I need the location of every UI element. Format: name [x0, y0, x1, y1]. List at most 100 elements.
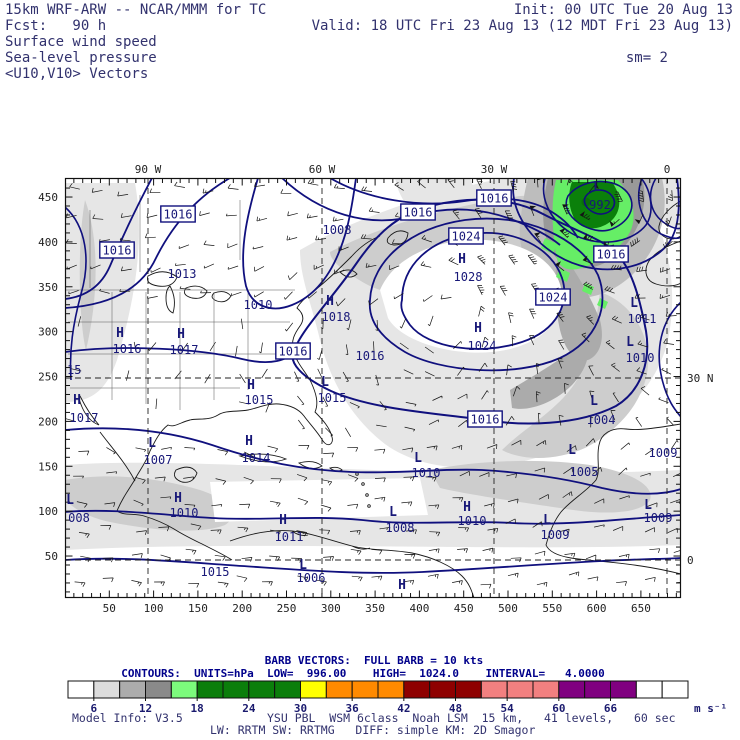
wind-barb [536, 581, 548, 587]
wind-barb [375, 374, 379, 386]
wind-barb [258, 342, 263, 354]
wind-barb [394, 182, 404, 191]
wind-barb [557, 358, 564, 369]
wind-barb [348, 474, 359, 482]
wind-barb [457, 393, 468, 400]
wind-barb [298, 444, 310, 450]
wind-barb [106, 447, 116, 455]
wind-barb [428, 548, 440, 554]
pressure-value-label: 1024 [468, 339, 497, 353]
colorbar-cell [429, 680, 456, 699]
wind-barb [261, 581, 273, 586]
wind-barb [672, 472, 681, 478]
wind-speed-shading [65, 178, 681, 550]
pressure-value-label: 1010 [458, 514, 487, 528]
wind-barb [287, 272, 298, 280]
pressure-value-label: 1009 [644, 511, 673, 525]
wind-barb [538, 494, 549, 500]
wind-barb [307, 179, 319, 186]
wind-barb [512, 386, 521, 397]
wind-barb [638, 190, 644, 203]
wind-barb [558, 414, 564, 426]
wind-barb [609, 219, 620, 227]
wind-barb [202, 188, 214, 194]
wind-barb [100, 525, 112, 530]
x-axis-tick-label: 100 [144, 602, 164, 615]
wind-barb [211, 504, 223, 507]
y-axis-tick-label: 100 [38, 505, 58, 518]
wind-barb [261, 368, 268, 379]
x-axis-tick-label: 650 [631, 602, 651, 615]
wind-barb [65, 238, 77, 244]
map-panel: H1016H1017H1018101010081013H1015L1015101… [38, 163, 713, 615]
low-center-marker: L [543, 513, 551, 528]
colorbar-tick-label: 66 [604, 702, 618, 715]
colorbar-cell [67, 680, 95, 699]
wind-barb [217, 449, 229, 456]
physics-config: YSU PBL WSM 6class Noah LSM 15 km, 41 le… [267, 711, 676, 725]
wind-barb [371, 341, 375, 353]
wind-barb [459, 470, 470, 477]
wind-barb [190, 523, 202, 531]
y-axis-tick-label: 200 [38, 415, 58, 428]
wind-barb [270, 529, 281, 536]
pressure-value-label: 1010 [244, 298, 273, 312]
wind-barb [227, 184, 239, 190]
contour-label-box [448, 227, 484, 245]
wind-barb [321, 479, 333, 486]
y-axis-tick-label: 350 [38, 281, 58, 294]
low-center-marker: L [321, 375, 329, 390]
pressure-value-label: 1015 [318, 391, 347, 405]
wind-barb [135, 476, 146, 484]
wind-barb [102, 577, 114, 583]
wind-barb [484, 502, 495, 508]
wind-barb [323, 452, 335, 458]
y-axis-tick-label: 450 [38, 191, 58, 204]
field-2-label: Sea-level pressure [5, 50, 157, 66]
wind-barb [217, 581, 229, 588]
wind-barb [403, 579, 415, 585]
colorbar-cell [119, 680, 146, 699]
wind-barb [403, 476, 415, 482]
wind-barb [267, 445, 279, 453]
boxed-contour-label: 1016 [480, 192, 509, 206]
wind-barb [529, 205, 537, 217]
wind-barb [612, 526, 624, 531]
wind-barb [457, 548, 468, 553]
model-title: 15km WRF-ARW -- NCAR/MMM for TC [5, 2, 266, 18]
wind-barb [350, 548, 362, 555]
pressure-value-label: 008 [68, 511, 90, 525]
wind-barb [374, 477, 386, 483]
wind-barb [499, 285, 508, 296]
wind-barb [188, 582, 200, 588]
wind-barb [322, 396, 329, 407]
wind-barb [511, 335, 517, 347]
wind-barb [663, 339, 675, 345]
wind-barb [215, 478, 227, 485]
wind-barb [559, 528, 570, 534]
wind-barb [667, 190, 673, 202]
x-axis-tick-label: 450 [454, 602, 474, 615]
wind-barb [589, 390, 595, 402]
wind-barb [399, 342, 409, 350]
legend-block: BARB VECTORS: FULL BARB = 10 kts CONTOUR… [121, 654, 604, 680]
low-center-marker: L [66, 493, 74, 508]
colorbar-cell [93, 680, 121, 699]
wind-barb [507, 572, 519, 578]
colorbar-tick-label: 30 [294, 702, 307, 715]
wind-barb [106, 471, 118, 475]
pressure-value-label: 1016 [356, 349, 385, 363]
colorbar-tick-label: 24 [242, 702, 256, 715]
wind-barb [270, 478, 282, 484]
colorbar-tick-label: 54 [501, 702, 515, 715]
map-border [64, 177, 682, 599]
high-center-marker: H [247, 378, 255, 393]
wind-barb [582, 255, 594, 265]
pressure-labels: H1016H1017H1018101010081013H1015L1015101… [65, 180, 677, 593]
wind-barb [317, 368, 323, 379]
model-info: Model Info: V3.5 [72, 711, 183, 725]
contour-label-box [593, 245, 629, 263]
wind-barb [630, 237, 641, 247]
wind-barb [147, 296, 158, 299]
wind-barb [265, 402, 270, 413]
